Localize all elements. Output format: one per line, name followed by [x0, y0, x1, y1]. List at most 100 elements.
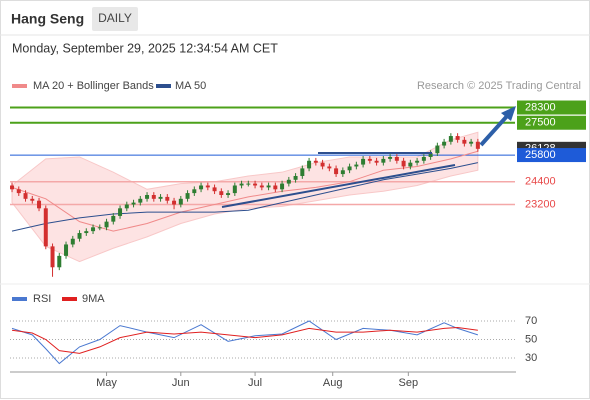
line [11, 326, 478, 354]
legend-label: RSI [33, 293, 51, 305]
level-label: 25800 [525, 149, 556, 161]
level-label: 24400 [525, 176, 556, 188]
candle-body [205, 185, 210, 188]
candle-body [293, 175, 298, 180]
legend-label: MA 20 + Bollinger Bands [33, 80, 154, 92]
candle-body [462, 139, 467, 144]
plot: 283002750026128258002440023200MayJunJulA… [10, 100, 586, 389]
candle-body [307, 160, 312, 169]
legend-label: 9MA [82, 293, 105, 305]
candle-body [334, 168, 339, 175]
arrow-shaft [479, 113, 510, 147]
candle-body [246, 183, 251, 185]
candle-body [428, 153, 433, 157]
candle-body [172, 200, 177, 205]
candle-body [97, 227, 102, 229]
level-box [517, 100, 586, 115]
legend-label: MA 50 [175, 80, 206, 92]
candle-body [394, 156, 399, 161]
candle-body [388, 156, 393, 159]
level-box [517, 148, 586, 163]
candle-body [37, 200, 42, 209]
candle-body [239, 183, 244, 186]
candle-body [199, 185, 204, 190]
candle-body [401, 160, 406, 167]
candle-body [367, 158, 372, 161]
candle-body [111, 215, 116, 222]
candle-body [118, 208, 123, 216]
level-label: 27500 [525, 117, 556, 129]
candle-body [10, 185, 15, 190]
candle-body [253, 183, 258, 186]
y-tick-label: 30 [525, 352, 537, 364]
timeframe[interactable]: DAILY [98, 11, 132, 25]
candle-body [145, 195, 150, 199]
candle-body [300, 168, 305, 176]
timeframe-box[interactable] [92, 7, 138, 31]
level-label: 23200 [525, 198, 556, 210]
candle-body [43, 208, 48, 247]
candle-body [84, 231, 89, 234]
candle-body [158, 196, 163, 199]
legend-swatch [12, 84, 27, 88]
candle-body [347, 166, 352, 171]
candle-body [469, 141, 474, 144]
candle-body [320, 162, 325, 167]
chart-title: Hang Seng [11, 11, 84, 27]
credit: Research © 2025 Trading Central [417, 80, 581, 92]
candle-body [455, 136, 460, 140]
x-tick-label: Jun [172, 377, 190, 389]
candle-body [232, 185, 237, 194]
candle-body [361, 158, 366, 165]
line [11, 150, 479, 232]
candle-body [104, 221, 109, 228]
candle-body [475, 141, 480, 149]
candle-body [16, 189, 21, 194]
line [11, 162, 478, 232]
candle-body [165, 196, 170, 201]
x-tick-label: Sep [399, 377, 419, 389]
candle-body [23, 193, 28, 199]
candle-body [421, 156, 426, 161]
candle-body [340, 170, 345, 175]
x-tick-label: Jul [248, 377, 262, 389]
candle-body [50, 246, 55, 268]
level-box [517, 115, 586, 130]
candle-body [286, 179, 291, 184]
candle-body [57, 255, 62, 268]
level-label: 28300 [525, 101, 556, 113]
candle-body [415, 160, 420, 163]
candle-body [219, 191, 224, 196]
candle-body [408, 162, 413, 167]
candle-body [266, 185, 271, 188]
candle-body [381, 158, 386, 163]
candle-body [273, 185, 278, 190]
x-tick-label: May [96, 377, 117, 389]
candle-body [138, 198, 143, 203]
y-tick-label: 50 [525, 333, 537, 345]
candle-body [435, 145, 440, 154]
arrow-head [501, 106, 516, 121]
candle-body [280, 183, 285, 190]
candle-body [354, 164, 359, 167]
candle-body [178, 198, 183, 205]
candle-body [327, 166, 332, 169]
candle-body [131, 202, 136, 205]
candle-body [442, 141, 447, 146]
y-tick-label: 70 [525, 315, 537, 327]
candle-body [212, 187, 217, 192]
legend-swatch [12, 297, 27, 301]
candle-body [448, 136, 453, 142]
legend-swatch [62, 297, 77, 301]
subtitle: Monday, September 29, 2025 12:34:54 AM C… [12, 41, 278, 55]
bollinger-band [11, 131, 479, 263]
x-tick-label: Aug [323, 377, 343, 389]
annotations [221, 106, 516, 208]
candle-body [70, 238, 75, 245]
candle-body [192, 189, 197, 194]
candle-body [226, 193, 231, 196]
trend-line [221, 164, 456, 208]
candle-body [91, 227, 96, 232]
candle-body [151, 195, 156, 199]
candle-body [185, 193, 190, 199]
